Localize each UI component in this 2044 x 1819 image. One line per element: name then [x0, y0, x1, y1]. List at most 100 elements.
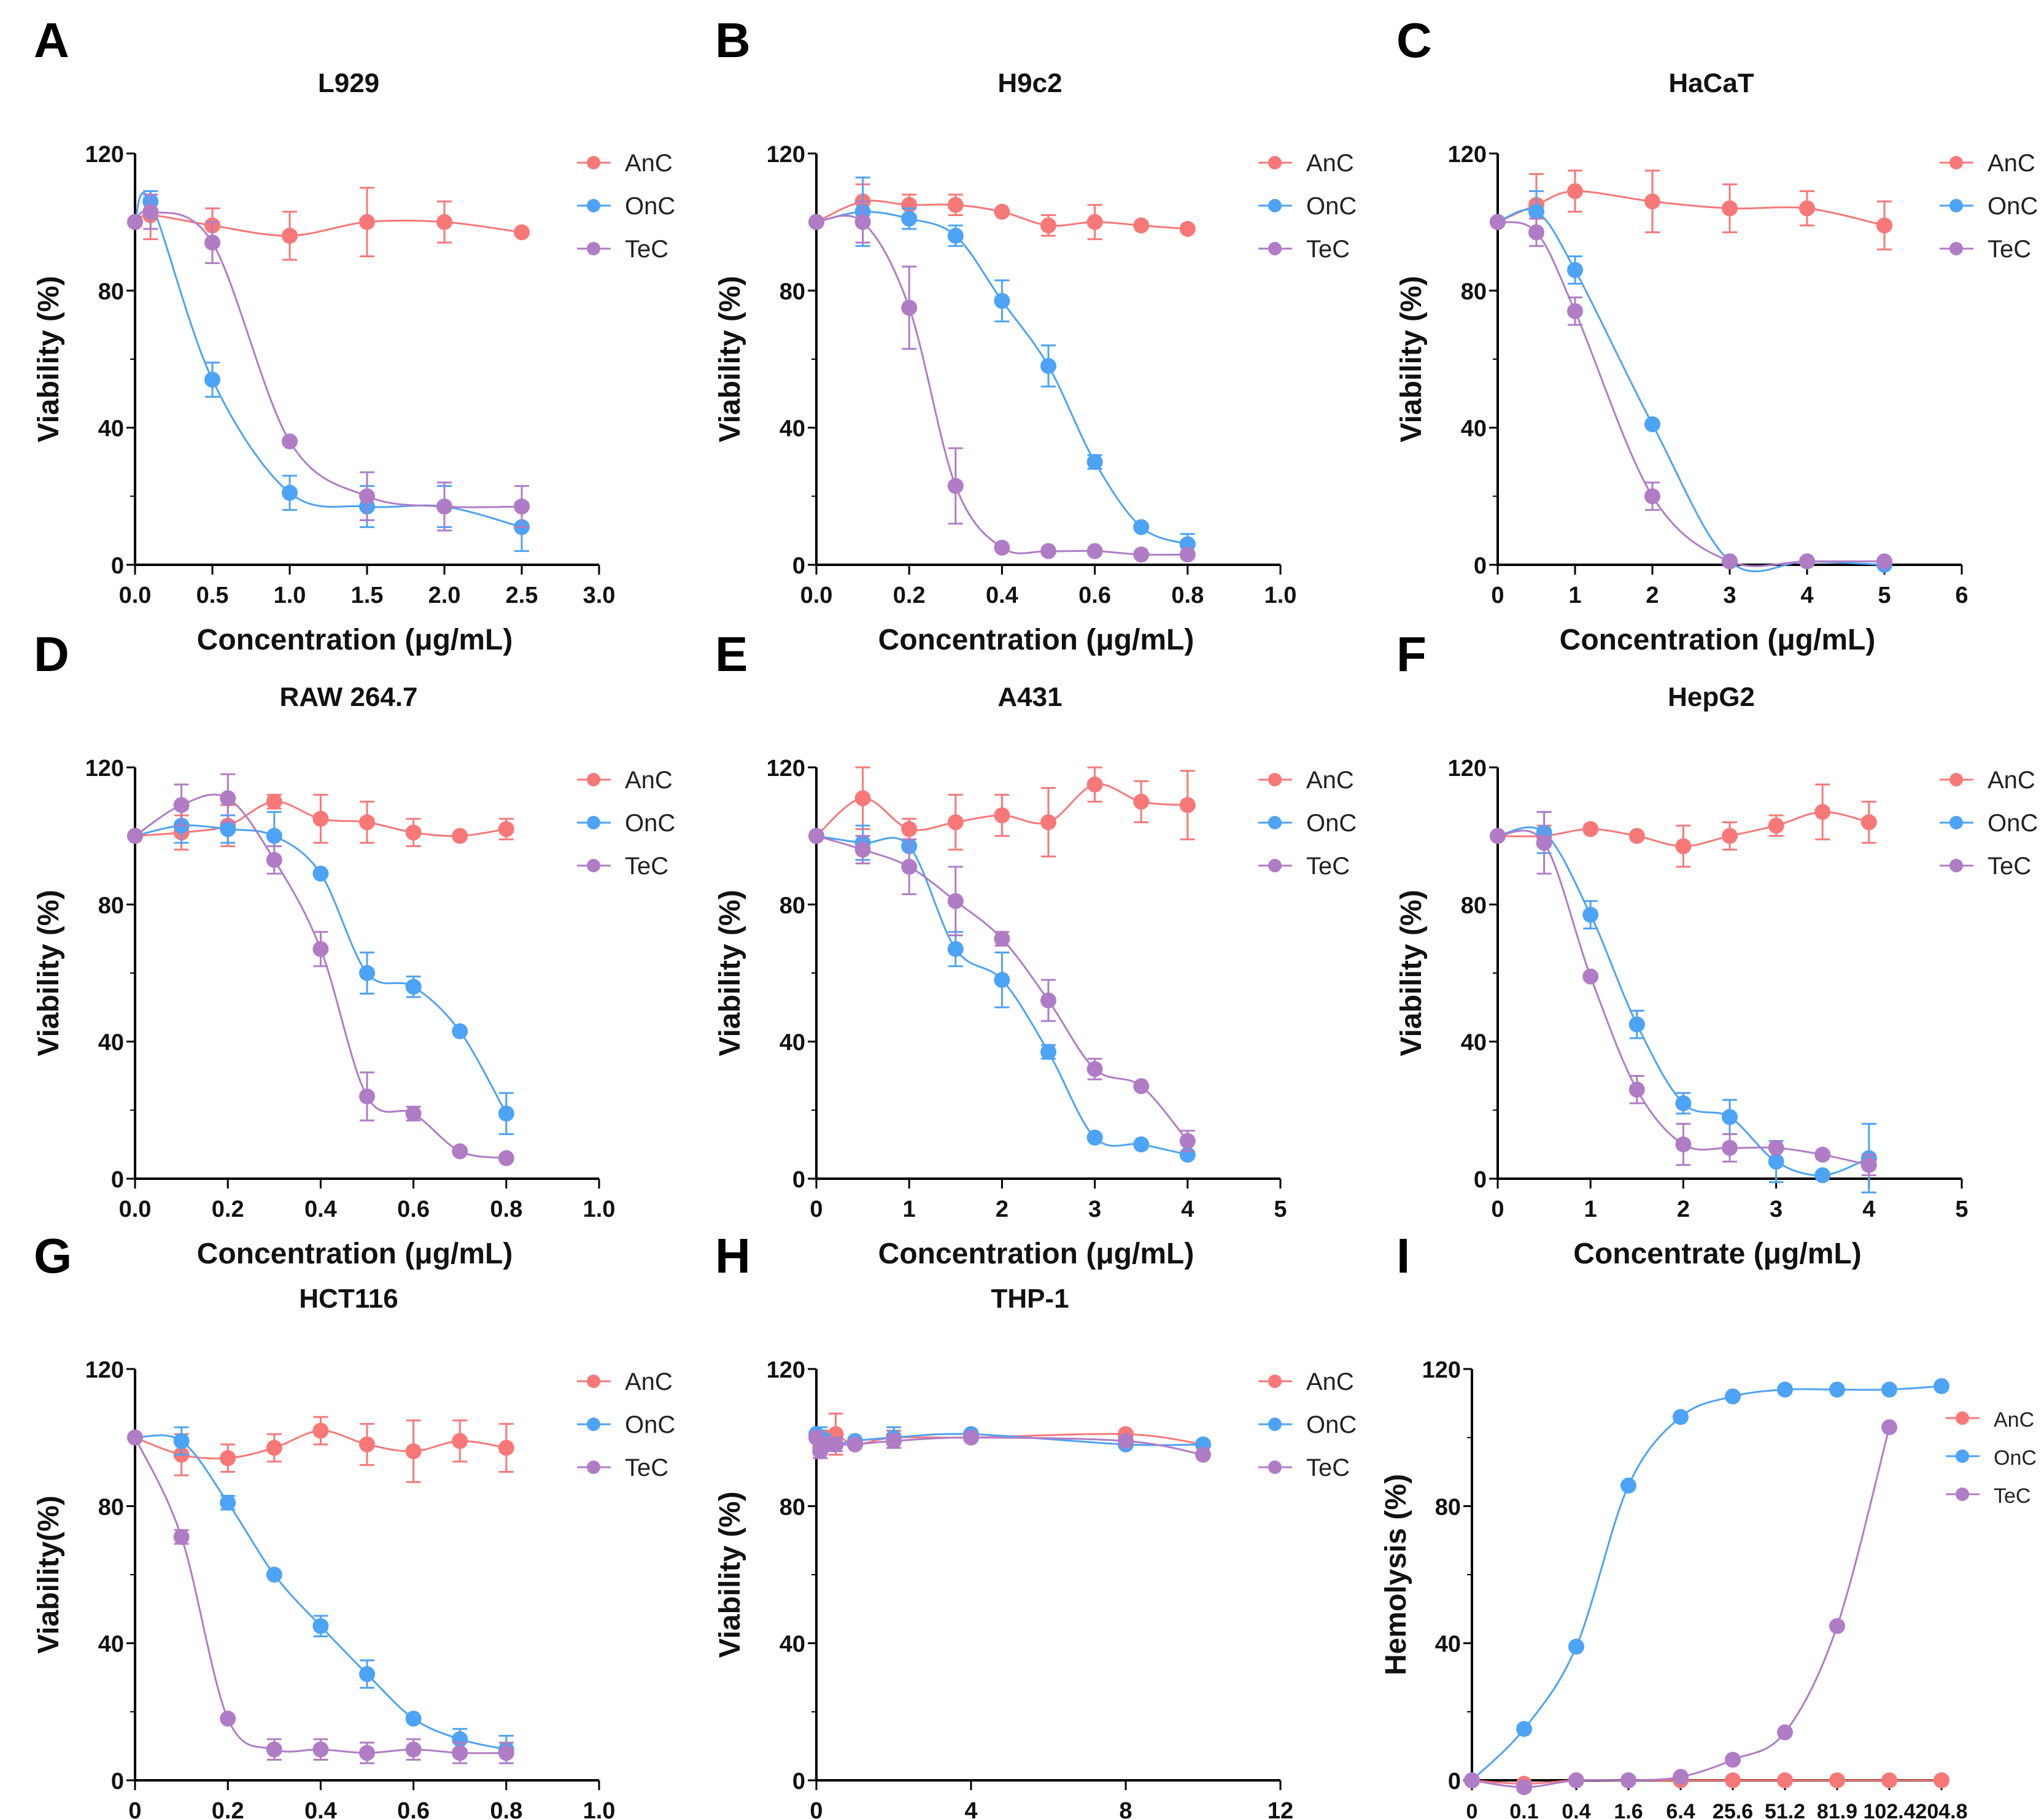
legend-marker: [1268, 199, 1282, 212]
legend-marker: [1268, 1375, 1282, 1388]
data-point-tec: [220, 1710, 236, 1727]
data-point-tec: [1179, 1133, 1196, 1149]
legend-label: OnC: [625, 193, 675, 220]
data-point-onc: [1133, 1136, 1150, 1153]
x-tick-label: 3.0: [583, 583, 616, 608]
y-axis-label: Hemolysis (%): [1380, 1474, 1412, 1675]
panel-h: H THP-1 0 40 80 120 0 4 8 12 Concentration (μg/mL)…: [681, 1216, 1363, 1819]
data-point-onc: [947, 228, 964, 244]
legend-marker: [587, 816, 600, 829]
y-tick-label: 0: [111, 1167, 124, 1193]
legend-label: OnC: [625, 810, 675, 837]
y-tick-label: 40: [1461, 416, 1487, 442]
data-point-onc: [1040, 358, 1056, 374]
data-point-onc: [1040, 1044, 1056, 1060]
chart-title: H9c2: [997, 68, 1062, 98]
data-point-tec: [1086, 543, 1103, 559]
legend-label: TeC: [625, 1454, 668, 1481]
y-tick-label: 120: [1448, 142, 1487, 168]
y-tick-label: 40: [1435, 1632, 1461, 1658]
legend-marker: [1268, 859, 1282, 872]
fit-curve-tec: [1497, 221, 1884, 567]
data-point-tec: [854, 214, 871, 230]
data-point-tec: [1040, 543, 1056, 559]
x-tick-label: 204.8: [1915, 1800, 1967, 1819]
legend-marker: [1956, 1411, 1969, 1425]
data-point-tec: [173, 797, 190, 813]
fit-curve-tec: [134, 793, 507, 1159]
x-tick-label: 2: [996, 1197, 1008, 1222]
y-tick-label: 40: [780, 416, 805, 442]
data-point-tec: [312, 1741, 329, 1758]
data-point-anc: [1777, 1772, 1793, 1788]
data-point-tec: [173, 1529, 190, 1545]
data-point-onc: [1725, 1388, 1741, 1405]
y-axis-label: Viability (%): [1395, 890, 1428, 1056]
panel-d: D RAW 264.7 0 40 80 120 0.0 0.2 0.4 0.6 0.8 1.0 Conc…: [0, 614, 681, 1270]
legend-marker: [1268, 242, 1282, 255]
data-point-anc: [282, 228, 298, 244]
y-axis-label: Viability (%): [714, 890, 746, 1056]
data-point-anc: [1179, 220, 1196, 237]
data-point-anc: [1722, 200, 1738, 217]
data-point-tec: [204, 235, 220, 251]
x-tick-label: 5: [1274, 1197, 1287, 1222]
data-point-tec: [266, 851, 282, 868]
series-tec: [127, 773, 514, 1166]
data-point-onc: [312, 866, 329, 882]
data-point-anc: [436, 214, 452, 230]
fit-curve-tec: [134, 1437, 506, 1755]
data-point-anc: [1722, 828, 1738, 844]
chart-title: L929: [318, 68, 379, 98]
series-tec: [808, 828, 1196, 1152]
data-point-tec: [1814, 1146, 1831, 1163]
fit-curve-anc: [1471, 1779, 1941, 1785]
x-tick-label: 0.2: [893, 583, 926, 608]
x-tick-label: 25.6: [1713, 1800, 1753, 1819]
data-point-anc: [1881, 1772, 1897, 1788]
panel-letter: G: [34, 1228, 72, 1283]
data-point-tec: [994, 540, 1010, 556]
data-point-anc: [1040, 814, 1056, 831]
data-point-tec: [901, 300, 918, 316]
data-point-tec: [142, 203, 159, 220]
x-tick-label: 1.0: [1264, 583, 1297, 608]
series-onc: [127, 1426, 514, 1764]
y-tick-label: 80: [98, 279, 124, 304]
data-point-onc: [1568, 1639, 1584, 1655]
data-point-anc: [1040, 217, 1056, 234]
y-tick-label: 80: [1461, 893, 1487, 918]
x-tick-label: 1.0: [583, 1798, 616, 1819]
fit-curve-onc: [1497, 826, 1870, 1176]
x-tick-label: 0.2: [212, 1798, 244, 1819]
legend-label: AnC: [1988, 767, 2035, 794]
series-onc: [1464, 1378, 1949, 1788]
fit-curve-tec: [134, 210, 522, 508]
series-onc: [127, 190, 530, 553]
x-tick-label: 1.0: [583, 1197, 616, 1222]
data-point-onc: [204, 371, 220, 388]
chart-g: HCT1160408012000.20.40.60.81.0Concentrat…: [33, 1284, 675, 1819]
data-point-anc: [1876, 217, 1892, 234]
legend-label: AnC: [1306, 767, 1354, 794]
data-point-onc: [1675, 1095, 1692, 1112]
data-point-tec: [1876, 553, 1892, 570]
y-tick-label: 120: [767, 756, 805, 782]
panel-letter: E: [715, 627, 748, 681]
fit-curve-onc: [1471, 1385, 1942, 1782]
fit-curve-anc: [1497, 190, 1885, 227]
data-point-tec: [498, 1745, 514, 1761]
x-tick-label: 0: [1466, 1800, 1478, 1819]
x-tick-label: 6: [1955, 583, 1968, 608]
data-point-tec: [127, 214, 143, 230]
fit-curve-onc: [134, 824, 508, 1114]
fit-curve-onc: [816, 211, 1188, 545]
y-tick-label: 120: [767, 142, 805, 168]
x-tick-label: 4: [1181, 1197, 1194, 1222]
y-axis-label: Viability (%): [714, 1491, 746, 1658]
x-tick-label: 0.8: [490, 1798, 522, 1819]
y-axis-label: Viability(%): [33, 1495, 65, 1654]
legend-marker: [1268, 1418, 1282, 1431]
legend-label: AnC: [1988, 150, 2035, 177]
data-point-anc: [1934, 1772, 1949, 1788]
